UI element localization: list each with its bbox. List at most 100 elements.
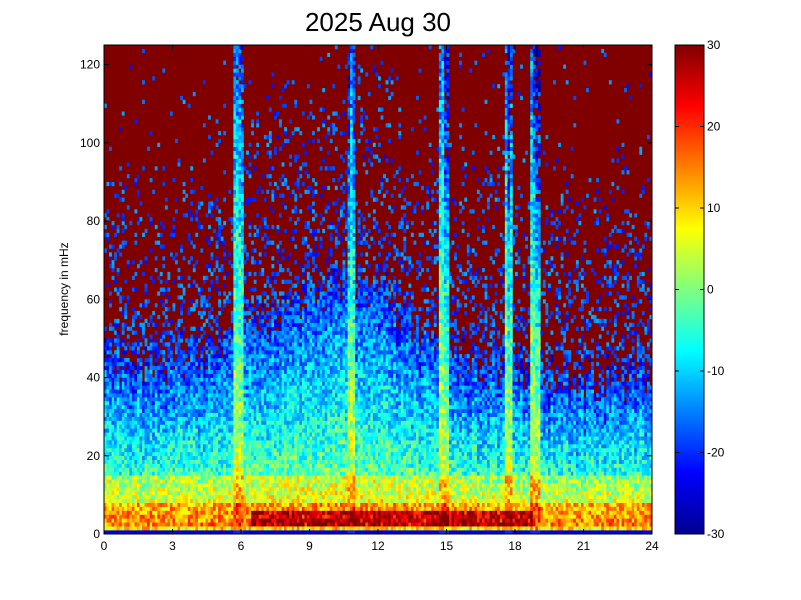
spectrogram-cell (268, 338, 272, 343)
spectrogram-cell (235, 185, 239, 191)
spectrogram-cell (121, 240, 125, 245)
spectrogram-cell (243, 510, 247, 515)
spectrogram-cell (289, 357, 293, 363)
spectrogram-cell (109, 463, 112, 468)
spectrogram-cell (169, 389, 173, 394)
spectrogram-cell (131, 373, 135, 378)
spectrogram-cell (241, 522, 244, 527)
spectrogram-cell (129, 346, 133, 351)
spectrogram-cell (119, 459, 123, 464)
spectrogram-cell (192, 514, 196, 519)
spectrogram-cell (200, 436, 204, 441)
spectrogram-cell (187, 444, 191, 449)
spectrogram-cell (121, 400, 125, 406)
spectrogram-cell (251, 318, 254, 324)
spectrogram-cell (294, 205, 298, 210)
spectrogram-cell (243, 498, 247, 503)
spectrogram-cell (279, 526, 282, 531)
spectrogram-cell (177, 408, 181, 414)
spectrogram-cell (286, 530, 290, 535)
spectrogram-cell (177, 483, 181, 488)
spectrogram-cell (104, 479, 107, 484)
spectrogram-cell (230, 436, 234, 441)
spectrogram-cell (190, 408, 194, 414)
spectrogram-cell (180, 502, 183, 507)
spectrogram-cell (286, 322, 290, 327)
spectrogram-cell (238, 490, 242, 496)
spectrogram-cell (114, 389, 117, 394)
spectrogram-cell (223, 346, 227, 351)
spectrogram-cell (106, 424, 110, 429)
spectrogram-cell (238, 318, 242, 324)
spectrogram-cell (175, 502, 178, 507)
spectrogram-cell (220, 444, 224, 449)
spectrogram-cell (230, 463, 234, 468)
spectrogram-cell (256, 420, 260, 425)
spectrogram-cell (149, 365, 153, 370)
spectrogram-cell (159, 334, 163, 339)
spectrogram-cell (114, 424, 117, 429)
spectrogram-cell (180, 311, 183, 316)
spectrogram-cell (243, 428, 247, 433)
spectrogram-cell (162, 408, 166, 414)
spectrogram-cell (202, 373, 206, 378)
spectrogram-cell (223, 522, 227, 527)
spectrogram-cell (289, 393, 293, 398)
spectrogram-cell (279, 252, 282, 257)
spectrogram-cell (296, 299, 300, 304)
spectrogram-cell (152, 514, 156, 519)
spectrogram-cell (291, 311, 295, 316)
spectrogram-cell (182, 490, 186, 496)
spectrogram-cell (291, 416, 295, 421)
spectrogram-cell (197, 514, 201, 519)
spectrogram-cell (157, 373, 161, 378)
spectrogram-cell (235, 338, 239, 343)
spectrogram-cell (251, 369, 254, 374)
spectrogram-cell (182, 299, 186, 304)
spectrogram-cell (164, 451, 168, 457)
spectrogram-cell (139, 467, 143, 472)
spectrogram-cell (279, 326, 282, 331)
spectrogram-cell (202, 412, 206, 417)
spectrogram-cell (149, 248, 153, 253)
spectrogram-cell (228, 451, 232, 457)
spectrogram-cell (215, 463, 219, 468)
spectrogram-cell (175, 522, 178, 527)
spectrogram-cell (147, 455, 150, 460)
spectrogram-cell (208, 530, 211, 535)
spectrogram-cell (223, 424, 227, 429)
spectrogram-cell (192, 397, 196, 402)
spectrogram-cell (256, 467, 260, 472)
spectrogram-cell (172, 518, 176, 523)
spectrogram-cell (294, 381, 298, 386)
spectrogram-cell (205, 299, 209, 304)
spectrogram-cell (162, 377, 166, 382)
spectrogram-cell (286, 440, 290, 445)
spectrogram-cell (104, 420, 107, 425)
spectrogram-cell (263, 506, 267, 511)
spectrogram-cell (276, 389, 280, 394)
spectrogram-cell (230, 530, 234, 535)
spectrogram-cell (131, 428, 135, 433)
spectrogram-cell (258, 487, 262, 492)
spectrogram-cell (235, 279, 239, 284)
spectrogram-cell (215, 197, 219, 202)
spectrogram-cell (134, 451, 138, 457)
spectrogram-cell (177, 393, 181, 398)
spectrogram-cell (213, 369, 216, 374)
spectrogram-cell (243, 440, 247, 445)
spectrogram-cell (119, 479, 123, 484)
spectrogram-cell (233, 346, 237, 351)
spectrogram-cell (261, 467, 265, 472)
spectrogram-cell (294, 369, 298, 374)
spectrogram-cell (142, 322, 145, 327)
spectrogram-cell (301, 475, 305, 480)
spectrogram-cell (159, 428, 163, 433)
spectrogram-cell (144, 475, 148, 480)
spectrogram-cell (205, 275, 209, 281)
spectrogram-cell (124, 471, 128, 476)
spectrogram-cell (200, 295, 204, 300)
spectrogram-cell (281, 318, 285, 324)
spectrogram-cell (175, 471, 178, 476)
spectrogram-cell (291, 236, 295, 241)
